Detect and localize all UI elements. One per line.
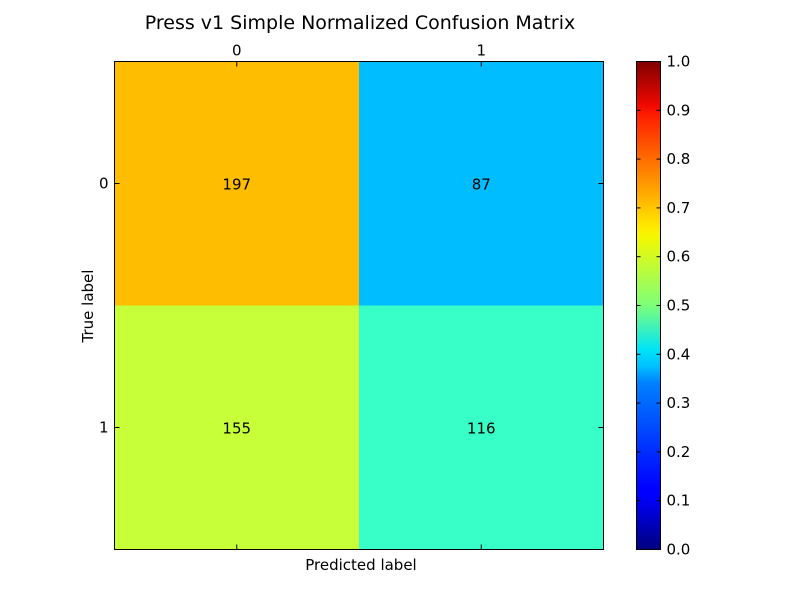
colorbar-tick-label: 1.0 xyxy=(667,53,691,71)
chart-title: Press v1 Simple Normalized Confusion Mat… xyxy=(145,12,576,34)
y-axis-ticks: 01 xyxy=(99,175,604,437)
cell-value-label: 116 xyxy=(467,420,496,438)
x-tick-label: 1 xyxy=(476,42,486,60)
colorbar-tick-label: 0.7 xyxy=(667,199,691,217)
colorbar-tick-label: 0.6 xyxy=(667,248,691,266)
plot-frame xyxy=(114,61,604,550)
y-axis-label: True label xyxy=(79,270,97,344)
colorbar-tick-label: 0.2 xyxy=(667,443,691,461)
heatmap-cells xyxy=(114,61,604,550)
colorbar-tick-label: 0.3 xyxy=(667,394,691,412)
colorbar-tick-label: 0.5 xyxy=(667,297,691,315)
colorbar-tick-label: 0.1 xyxy=(667,492,691,510)
colorbar-tick-label: 0.8 xyxy=(667,150,691,168)
y-tick-label: 1 xyxy=(99,419,109,437)
cell-value-label: 197 xyxy=(222,176,251,194)
cell-value-labels: 197 87 155 116 xyxy=(222,176,495,438)
colorbar-tick-label: 0.4 xyxy=(667,345,691,363)
heatmap-cell xyxy=(114,305,360,550)
colorbar-tick-label: 0.0 xyxy=(667,541,691,559)
x-tick-label: 0 xyxy=(232,42,242,60)
cell-value-label: 155 xyxy=(222,420,251,438)
heatmap-cell xyxy=(359,61,604,306)
colorbar-ticks: 0.0 0.1 0.2 0.3 0.4 0.5 0.6 0.7 0.8 0.9 1.0 xyxy=(636,53,691,559)
cell-value-label: 87 xyxy=(472,176,491,194)
heatmap-cell xyxy=(114,61,360,306)
colorbar-tick-label: 0.9 xyxy=(667,101,691,119)
x-axis-label: Predicted label xyxy=(305,556,416,574)
heatmap-cell xyxy=(359,305,604,550)
y-tick-label: 0 xyxy=(99,175,109,193)
